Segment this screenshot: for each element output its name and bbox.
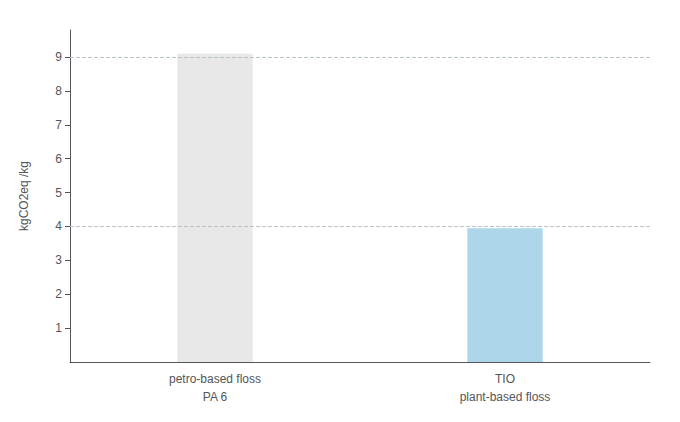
svg-text:2: 2 [55,287,62,301]
svg-text:3: 3 [55,253,62,267]
svg-text:PA 6: PA 6 [203,390,228,404]
svg-text:petro-based floss: petro-based floss [169,372,261,386]
svg-text:plant-based floss: plant-based floss [460,390,551,404]
svg-text:6: 6 [55,152,62,166]
svg-text:8: 8 [55,84,62,98]
svg-text:1: 1 [55,321,62,335]
svg-text:4: 4 [55,219,62,233]
svg-text:7: 7 [55,118,62,132]
svg-text:kgCO2eq /kg: kgCO2eq /kg [17,161,31,231]
svg-text:5: 5 [55,186,62,200]
svg-text:TIO: TIO [495,372,515,386]
svg-text:9: 9 [55,50,62,64]
